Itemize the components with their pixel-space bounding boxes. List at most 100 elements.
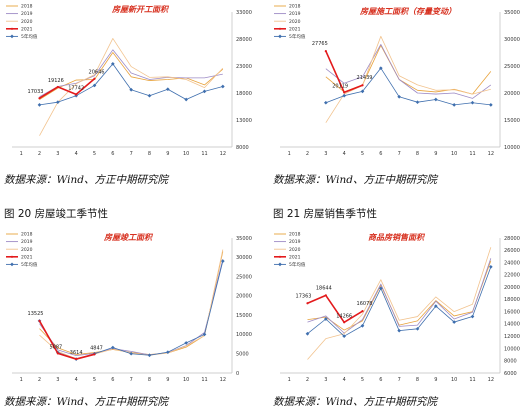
data-label-2021: 17742 xyxy=(68,85,84,91)
x-tick-label: 3 xyxy=(56,151,59,157)
x-tick-label: 12 xyxy=(220,151,226,157)
y-tick-label: 20000 xyxy=(504,91,520,97)
x-tick-label: 8 xyxy=(416,151,419,157)
y-tick-label: 35000 xyxy=(504,10,520,16)
series-point-avg xyxy=(129,87,134,92)
y-tick-label: 15000 xyxy=(236,313,252,319)
x-tick-label: 9 xyxy=(166,377,169,383)
legend-label: 5年均值 xyxy=(21,33,38,40)
source-note-1: 数据来源：Wind、方正中期研究院 xyxy=(4,174,168,186)
legend-label: 2021 xyxy=(21,26,33,32)
x-tick-label: 8 xyxy=(148,151,151,157)
x-tick-label: 11 xyxy=(201,377,207,383)
y-tick-label: 18000 xyxy=(504,297,520,303)
x-tick-label: 8 xyxy=(148,377,151,383)
series-line-2019 xyxy=(307,258,492,334)
source-note-3: 数据来源：Wind、方正中期研究院 xyxy=(4,396,168,408)
chart-panel-sales: 6000 8000 10000 12000 14000 16000 18000 20000 22… xyxy=(268,228,532,386)
y-tick-label: 10000 xyxy=(236,332,252,338)
x-tick-label: 9 xyxy=(434,377,437,383)
x-tick-label: 1 xyxy=(20,151,23,157)
legend-label: 2018 xyxy=(21,232,33,238)
series-line-2019 xyxy=(39,49,223,98)
y-tick-label: 30000 xyxy=(236,255,252,261)
series-point-2021 xyxy=(361,84,364,87)
legend-marker-avg xyxy=(10,262,14,267)
x-tick-label: 11 xyxy=(201,151,207,157)
y-tick-label: 33000 xyxy=(236,10,252,16)
x-tick-label: 2 xyxy=(306,377,309,383)
series-line-2021 xyxy=(38,320,95,360)
series-point-avg xyxy=(92,83,97,88)
y-tick-label: 25000 xyxy=(236,274,252,280)
series-point-avg xyxy=(110,62,115,66)
series-point-2021 xyxy=(361,310,364,313)
series-point-avg xyxy=(360,323,365,328)
series-point-avg xyxy=(220,259,225,263)
legend-label: 2019 xyxy=(289,11,301,17)
data-label-2021: 19126 xyxy=(48,78,64,84)
x-tick-label: 1 xyxy=(20,377,23,383)
legend-label: 2020 xyxy=(21,247,33,253)
y-tick-label: 22000 xyxy=(504,273,520,279)
data-label-2021: 18644 xyxy=(316,285,332,291)
series-point-2021 xyxy=(56,352,59,355)
series-point-avg xyxy=(202,332,207,337)
series-point-avg xyxy=(165,87,170,92)
y-tick-label: 30000 xyxy=(504,37,520,43)
series-point-avg xyxy=(488,103,493,107)
x-tick-label: 1 xyxy=(288,377,291,383)
series-point-avg xyxy=(415,100,420,105)
series-point-avg xyxy=(433,97,438,102)
x-tick-label: 5 xyxy=(93,151,96,157)
series-line-2018 xyxy=(325,45,492,95)
series-line-2020 xyxy=(39,38,224,136)
x-tick-label: 12 xyxy=(488,377,494,383)
legend-label: 5年均值 xyxy=(21,261,38,268)
y-tick-label: 25000 xyxy=(504,64,520,70)
source-note-2: 数据来源：Wind、方正中期研究院 xyxy=(273,174,437,186)
series-point-avg xyxy=(184,97,189,102)
series-point-avg xyxy=(488,265,493,269)
series-point-2021 xyxy=(75,93,78,96)
y-tick-label: 28000 xyxy=(504,236,520,242)
series-point-avg xyxy=(37,103,42,107)
series-line-2019 xyxy=(39,259,224,357)
legend-label: 2020 xyxy=(21,19,33,25)
series-point-2021 xyxy=(75,357,78,361)
x-tick-label: 4 xyxy=(343,151,346,157)
x-tick-label: 6 xyxy=(111,151,114,157)
legend-label: 2019 xyxy=(21,239,33,245)
chart-title: 商品房销售面积 xyxy=(368,232,426,242)
legend-label: 5年均值 xyxy=(289,33,306,40)
data-label-2021: 4847 xyxy=(90,345,103,351)
series-point-2021 xyxy=(343,321,346,324)
source-note-4: 数据来源：Wind、方正中期研究院 xyxy=(273,396,437,408)
data-label-2021: 17363 xyxy=(296,293,312,299)
series-point-2021 xyxy=(93,353,96,356)
x-tick-label: 4 xyxy=(343,377,346,383)
x-tick-label: 3 xyxy=(56,377,59,383)
data-label-2021: 27765 xyxy=(312,41,328,47)
y-tick-label: 26000 xyxy=(504,248,520,254)
x-tick-label: 11 xyxy=(469,151,475,157)
legend-label: 2020 xyxy=(289,247,301,253)
series-point-2021 xyxy=(56,85,59,89)
x-tick-label: 5 xyxy=(93,377,96,383)
x-tick-label: 5 xyxy=(361,377,364,383)
series-line-2020 xyxy=(39,249,224,360)
series-line-2019 xyxy=(325,44,492,99)
chart-panel-new-construction: 8000 13000 18000 23000 28000 33000 1 2 3 4 5 6 7 8 9 10… xyxy=(0,0,262,160)
y-tick-label: 8000 xyxy=(236,145,249,151)
x-tick-label: 9 xyxy=(434,151,437,157)
legend-marker-avg xyxy=(10,34,14,39)
y-tick-label: 23000 xyxy=(236,64,252,70)
y-tick-label: 0 xyxy=(236,371,239,377)
y-tick-label: 13000 xyxy=(236,118,252,124)
series-point-2021 xyxy=(324,49,327,53)
series-point-2021 xyxy=(38,319,41,322)
x-tick-label: 5 xyxy=(361,151,364,157)
figure-caption-20: 图 20 房屋竣工季节性 xyxy=(4,208,109,220)
